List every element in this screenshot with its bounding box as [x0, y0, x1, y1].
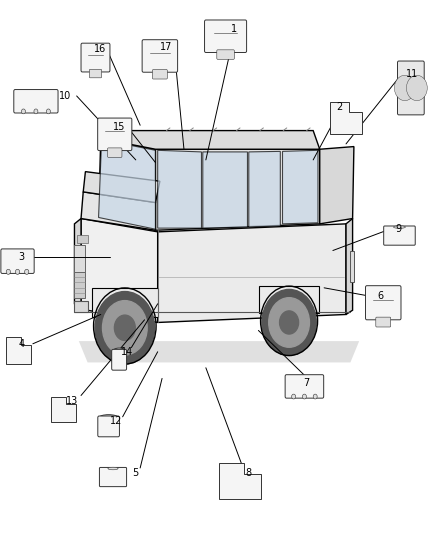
FancyBboxPatch shape — [112, 350, 127, 370]
Polygon shape — [74, 301, 88, 312]
Text: 13: 13 — [66, 396, 78, 406]
FancyBboxPatch shape — [1, 249, 34, 273]
Text: 14: 14 — [121, 347, 133, 357]
Circle shape — [21, 109, 25, 114]
Text: 6: 6 — [377, 291, 383, 301]
Polygon shape — [100, 131, 320, 149]
Text: 17: 17 — [160, 42, 173, 52]
FancyBboxPatch shape — [81, 43, 110, 72]
FancyBboxPatch shape — [205, 20, 247, 52]
FancyBboxPatch shape — [285, 375, 324, 398]
FancyBboxPatch shape — [108, 148, 122, 157]
Text: 9: 9 — [396, 224, 402, 234]
Text: 12: 12 — [110, 416, 122, 426]
Ellipse shape — [99, 415, 118, 421]
Polygon shape — [99, 140, 155, 229]
Text: 7: 7 — [304, 378, 310, 387]
FancyBboxPatch shape — [398, 61, 424, 115]
Polygon shape — [346, 219, 353, 314]
Polygon shape — [74, 272, 85, 298]
FancyBboxPatch shape — [384, 226, 415, 245]
Text: 5: 5 — [133, 469, 139, 478]
Ellipse shape — [113, 348, 125, 354]
Ellipse shape — [108, 467, 118, 470]
Circle shape — [25, 269, 29, 274]
Circle shape — [95, 292, 155, 364]
Polygon shape — [155, 149, 320, 230]
Circle shape — [46, 109, 50, 114]
Circle shape — [302, 394, 307, 399]
Polygon shape — [158, 224, 346, 322]
Circle shape — [394, 75, 415, 101]
FancyBboxPatch shape — [376, 317, 391, 327]
Circle shape — [15, 269, 20, 274]
Polygon shape — [320, 147, 354, 224]
Polygon shape — [99, 139, 155, 230]
FancyBboxPatch shape — [14, 90, 58, 113]
Text: 3: 3 — [18, 252, 24, 262]
Circle shape — [313, 394, 317, 399]
Polygon shape — [350, 251, 354, 282]
FancyBboxPatch shape — [152, 69, 167, 79]
Polygon shape — [81, 192, 155, 230]
Circle shape — [102, 301, 147, 355]
Circle shape — [279, 311, 299, 334]
Ellipse shape — [393, 226, 406, 228]
Circle shape — [406, 75, 427, 101]
Polygon shape — [81, 219, 158, 322]
FancyBboxPatch shape — [98, 118, 132, 150]
Polygon shape — [203, 152, 247, 228]
Polygon shape — [77, 235, 88, 243]
Polygon shape — [6, 337, 31, 364]
Polygon shape — [74, 219, 81, 309]
FancyBboxPatch shape — [89, 69, 102, 78]
Circle shape — [34, 109, 38, 114]
Polygon shape — [249, 151, 280, 227]
Text: 11: 11 — [406, 69, 418, 78]
Polygon shape — [158, 150, 201, 228]
Circle shape — [6, 269, 11, 274]
Circle shape — [262, 289, 316, 356]
Polygon shape — [83, 172, 160, 203]
FancyBboxPatch shape — [365, 286, 401, 320]
Circle shape — [269, 297, 310, 348]
FancyBboxPatch shape — [98, 416, 120, 437]
Polygon shape — [92, 288, 158, 317]
Polygon shape — [219, 463, 261, 499]
Polygon shape — [79, 341, 359, 362]
Text: 16: 16 — [94, 44, 106, 54]
Text: 1: 1 — [231, 25, 237, 34]
Polygon shape — [74, 245, 85, 272]
Text: 2: 2 — [336, 102, 343, 111]
FancyBboxPatch shape — [217, 50, 234, 59]
Text: 15: 15 — [113, 122, 125, 132]
Polygon shape — [330, 102, 362, 134]
FancyBboxPatch shape — [142, 40, 178, 72]
Circle shape — [114, 315, 135, 341]
Polygon shape — [283, 150, 318, 224]
Text: 4: 4 — [19, 339, 25, 349]
Polygon shape — [51, 397, 75, 422]
Polygon shape — [259, 286, 319, 312]
FancyBboxPatch shape — [99, 467, 127, 487]
Text: 10: 10 — [59, 91, 71, 101]
Circle shape — [292, 394, 296, 399]
Text: 8: 8 — [246, 469, 252, 478]
